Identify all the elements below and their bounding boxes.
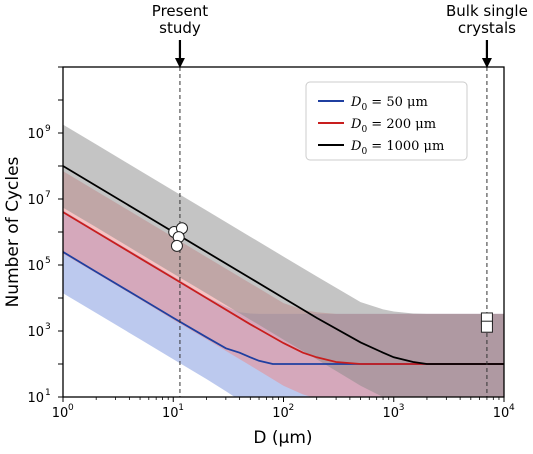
x-tick-base-1: 10: [162, 406, 179, 421]
band-series-2: [63, 124, 504, 397]
legend-label-0: D0 = 50 μm: [350, 95, 428, 113]
y-tick-exp-1: 3: [45, 322, 51, 332]
x-axis-ticks: 10 0 10 1 10 2 10 3 10 4: [52, 397, 515, 421]
x-tick-base-4: 10: [493, 406, 510, 421]
legend-entry-0: D0 = 50 μm: [318, 95, 428, 113]
y-tick-base-1: 10: [27, 325, 44, 340]
x-tick-base-0: 10: [52, 406, 69, 421]
y-tick-label-2: 10 5: [27, 256, 50, 274]
y-tick-base-3: 10: [27, 193, 44, 208]
x-tick-base-2: 10: [272, 406, 289, 421]
line-series-2: [63, 165, 504, 365]
y-tick-exp-3: 7: [45, 190, 51, 200]
line-series-1: [63, 211, 504, 365]
x-tick-label-3: 10 3: [382, 403, 404, 421]
vline-label-0-1: study: [159, 19, 201, 37]
legend: D0 = 50 μm D0 = 200 μm D0 = 1000 μm: [305, 81, 468, 161]
x-tick-label-0: 10 0: [52, 403, 74, 421]
vline-arrowhead-0: [174, 58, 185, 68]
legend-box: [305, 81, 468, 161]
y-tick-exp-4: 9: [45, 124, 51, 134]
y-tick-label-3: 10 7: [27, 190, 50, 208]
vline-arrowhead-1: [481, 58, 492, 68]
y-tick-base-4: 10: [27, 127, 44, 142]
x-tick-exp-3: 3: [399, 403, 405, 413]
series-lines: [63, 165, 504, 365]
y-tick-base-2: 10: [27, 259, 44, 274]
x-axis-title: D (μm): [253, 428, 312, 448]
vline-label-1-0: Bulk single: [446, 2, 528, 20]
legend-label-2: D0 = 1000 μm: [350, 139, 444, 157]
x-tick-exp-1: 1: [178, 403, 184, 413]
y-tick-label-0: 10 1: [27, 388, 50, 406]
y-tick-label-4: 10 9: [27, 124, 51, 142]
x-tick-exp-4: 4: [509, 403, 515, 413]
x-tick-label-2: 10 2: [272, 403, 294, 421]
y-axis-title: Number of Cycles: [3, 156, 23, 307]
uncertainty-bands: [63, 124, 504, 397]
x-tick-label-1: 10 1: [162, 403, 184, 421]
vline-label-1-1: crystals: [458, 19, 516, 37]
legend-entry-1: D0 = 200 μm: [318, 117, 436, 135]
square-marker-1: [480, 320, 493, 333]
y-tick-exp-2: 5: [45, 256, 51, 266]
x-tick-base-3: 10: [382, 406, 399, 421]
legend-entry-2: D0 = 1000 μm: [318, 139, 444, 157]
line-series-0: [63, 251, 504, 365]
x-tick-label-4: 10 4: [493, 403, 515, 421]
y-tick-exp-0: 1: [45, 388, 51, 398]
x-tick-exp-0: 0: [68, 403, 74, 413]
x-tick-exp-2: 2: [289, 403, 295, 413]
circle-marker-3: [170, 239, 183, 252]
vline-label-0-0: Present: [152, 2, 208, 20]
legend-label-1: D0 = 200 μm: [350, 117, 436, 135]
y-tick-label-1: 10 3: [27, 322, 50, 340]
y-tick-base-0: 10: [27, 391, 44, 406]
experimental-markers: [168, 222, 493, 333]
